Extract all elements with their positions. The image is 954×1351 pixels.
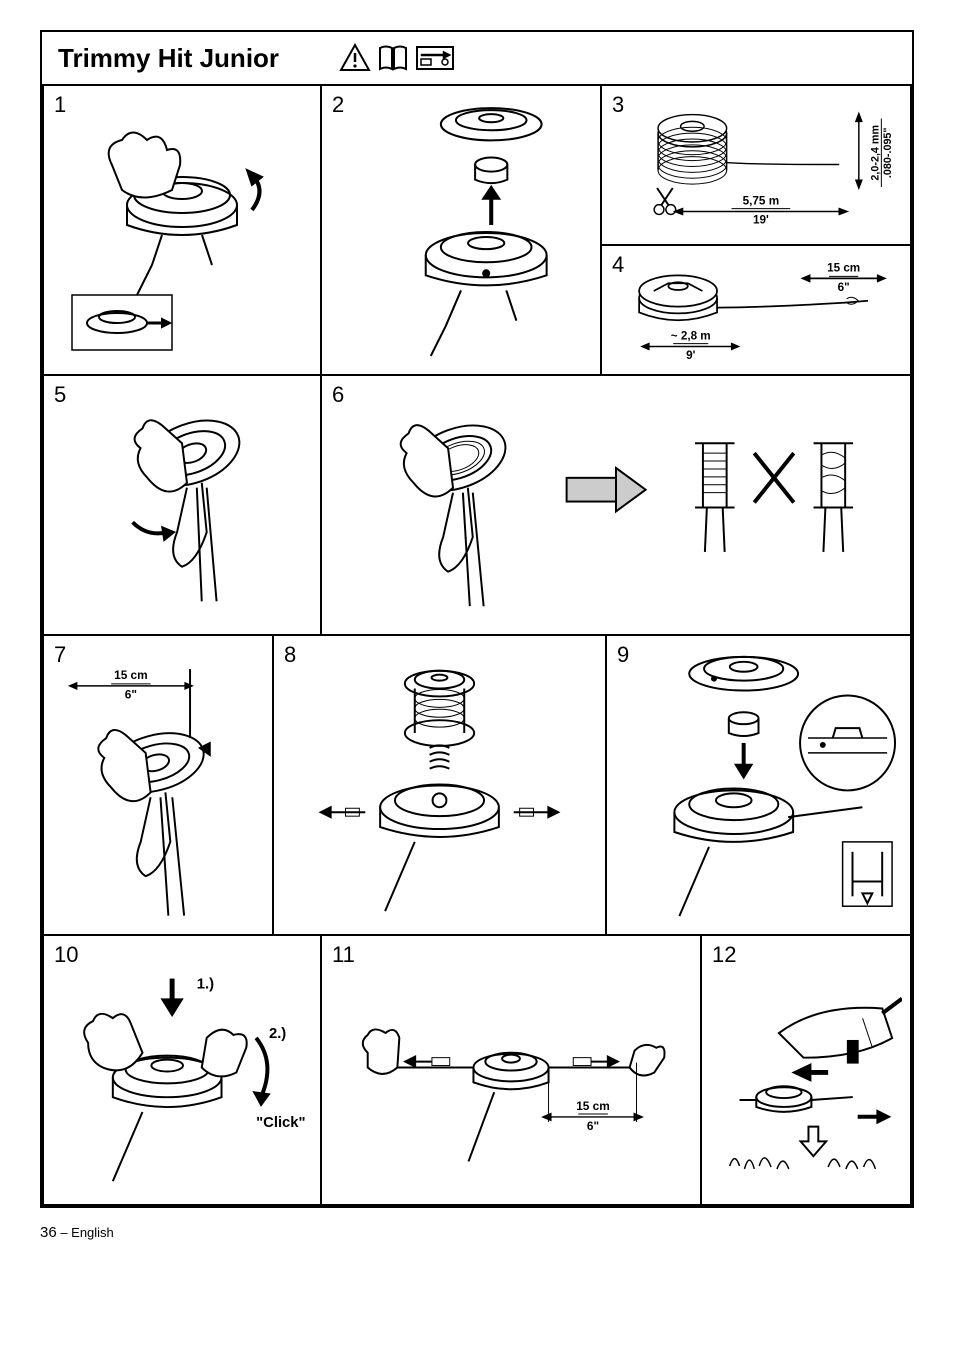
product-title: Trimmy Hit Junior	[58, 43, 279, 74]
panel-number: 1	[54, 92, 66, 118]
panel-9: 9	[607, 636, 912, 936]
row-3: 7 15 cm 6"	[42, 636, 912, 936]
page-footer: 36 – English	[40, 1224, 914, 1241]
page-lang: – English	[60, 1225, 113, 1240]
length-m: 5,75 m	[743, 195, 780, 208]
panel-number: 8	[284, 642, 296, 668]
panel-12: 12	[702, 936, 912, 1206]
panel-number: 5	[54, 382, 66, 408]
half-m: ~ 2,8 m	[671, 330, 711, 343]
diagram-1	[52, 94, 312, 366]
panel-number: 6	[332, 382, 344, 408]
panel-6: 6	[322, 376, 912, 636]
panels-3-4: 3	[602, 86, 912, 376]
diagram-7: 15 cm 6"	[52, 644, 264, 926]
header: Trimmy Hit Junior	[42, 32, 912, 86]
diagram-2	[330, 94, 592, 366]
row-1: 1	[42, 86, 912, 376]
row-4: 10	[42, 936, 912, 1206]
diagram-5	[52, 384, 312, 626]
dim-in: 6"	[587, 1119, 599, 1133]
panel-number: 2	[332, 92, 344, 118]
step-1: 1.)	[197, 976, 214, 992]
diagram-11: 15 cm 6"	[330, 944, 692, 1196]
diagram-12	[710, 944, 902, 1196]
diagram-6	[330, 384, 902, 626]
row-2: 5 6	[42, 376, 912, 636]
panel-8: 8	[274, 636, 607, 936]
dia-mm: 2,0-2,4 mm	[869, 125, 881, 181]
step-2: 2.)	[269, 1026, 286, 1042]
panel-number: 9	[617, 642, 629, 668]
panel-number: 3	[612, 92, 624, 118]
manual-icon	[377, 42, 409, 74]
length-ft: 19'	[753, 213, 769, 226]
dia-in: .080-.095"	[882, 127, 894, 178]
panel-10: 10	[42, 936, 322, 1206]
diagram-3: 5,75 m 19' 2,0-2,4 mm .080-.095"	[610, 94, 902, 236]
header-icons	[339, 42, 455, 74]
panel-3: 3	[602, 86, 912, 246]
diagram-4: 15 cm 6" ~ 2,8 m 9'	[610, 254, 902, 366]
panel-5: 5	[42, 376, 322, 636]
diagram-9	[615, 644, 902, 926]
diagram-8	[282, 644, 597, 926]
dim-cm: 15 cm	[114, 668, 148, 682]
panel-number: 7	[54, 642, 66, 668]
direction-icon	[415, 42, 455, 74]
click-label: "Click"	[256, 1115, 305, 1131]
free-cm: 15 cm	[827, 262, 860, 275]
free-in: 6"	[838, 281, 850, 294]
panel-number: 4	[612, 252, 624, 278]
instruction-sheet: Trimmy Hit Junior 1	[40, 30, 914, 1208]
panel-number: 10	[54, 942, 78, 968]
panel-1: 1	[42, 86, 322, 376]
panel-4: 4	[602, 246, 912, 376]
panel-7: 7 15 cm 6"	[42, 636, 274, 936]
panel-number: 12	[712, 942, 736, 968]
panel-11: 11	[322, 936, 702, 1206]
warning-icon	[339, 42, 371, 74]
page-number: 36	[40, 1224, 57, 1241]
half-ft: 9'	[686, 349, 695, 362]
diagram-10: 1.) 2.) "Click"	[52, 944, 312, 1196]
dim-in: 6"	[125, 688, 137, 702]
panel-number: 11	[332, 942, 355, 968]
dim-cm: 15 cm	[576, 1099, 610, 1113]
panel-2: 2	[322, 86, 602, 376]
